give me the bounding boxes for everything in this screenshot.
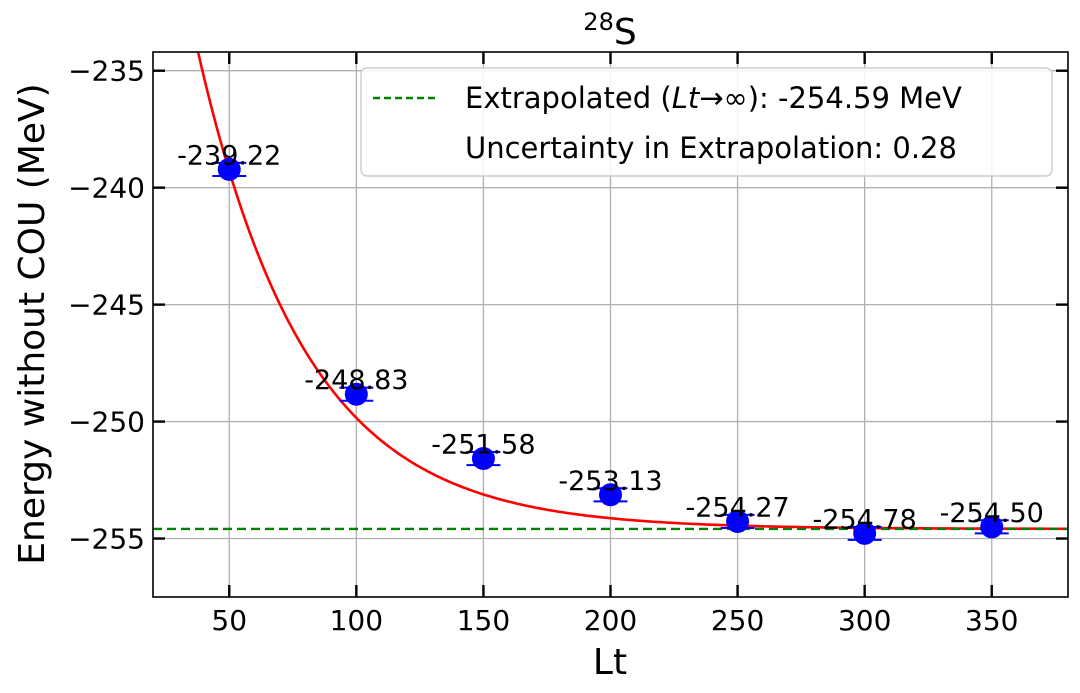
y-tick-label: −250 (68, 406, 145, 439)
legend: Extrapolated (Lt→∞): -254.59 MeV Uncerta… (360, 67, 1053, 177)
legend-box (360, 67, 1053, 177)
x-tick-label: 350 (965, 604, 1018, 637)
y-tick-label: −240 (68, 172, 145, 205)
data-label: -251.58 (431, 430, 535, 461)
title-superscript: 28 (583, 8, 614, 36)
data-point (217, 157, 241, 181)
x-tick-label: 250 (711, 604, 764, 637)
x-tick-label: 200 (584, 604, 637, 637)
data-point (599, 483, 622, 507)
data-point (853, 521, 877, 545)
y-tick-label: −235 (68, 55, 145, 88)
data-points (212, 157, 1009, 545)
x-tick-label: 150 (457, 604, 510, 637)
data-labels: -239.22 -248.83 -251.58 -253.13 -254.27 -254.… (177, 140, 1044, 535)
data-label: -253.13 (558, 466, 662, 497)
legend-line1-suffix: ): -254.59 MeV (748, 81, 962, 115)
data-label: -254.78 (813, 504, 917, 535)
data-label: -239.22 (177, 140, 281, 171)
title-base: S (614, 12, 637, 53)
x-tick-label: 100 (330, 604, 383, 637)
y-tick-label: −245 (68, 289, 145, 322)
x-axis-label: Lt (593, 642, 627, 683)
legend-line1-arrow: → (699, 81, 723, 115)
chart-title: 28S (583, 8, 636, 53)
y-tick-label: −255 (68, 523, 145, 556)
legend-line1-inf: ∞ (724, 81, 748, 115)
data-point (726, 509, 750, 533)
data-point (980, 515, 1004, 539)
data-label: -254.27 (685, 492, 789, 523)
legend-uncertainty-label: Uncertainty in Extrapolation: 0.28 (465, 131, 957, 165)
fit-layer (153, 52, 1068, 531)
data-point (344, 382, 368, 406)
data-point (471, 447, 495, 471)
axis-ticks: 50 100 150 200 250 300 350 −235 −240 −245 −250 −255 (68, 52, 1068, 637)
legend-extrapolated-label: Extrapolated (Lt→∞): -254.59 MeV (465, 81, 962, 115)
legend-line1-prefix: Extrapolated ( (465, 81, 672, 115)
x-tick-label: 300 (838, 604, 891, 637)
y-axis-label: Energy without COU (MeV) (12, 83, 53, 564)
x-tick-label: 50 (211, 604, 247, 637)
data-label: -248.83 (304, 365, 408, 396)
data-label: -254.50 (940, 498, 1044, 529)
legend-line1-math: Lt (672, 81, 701, 115)
